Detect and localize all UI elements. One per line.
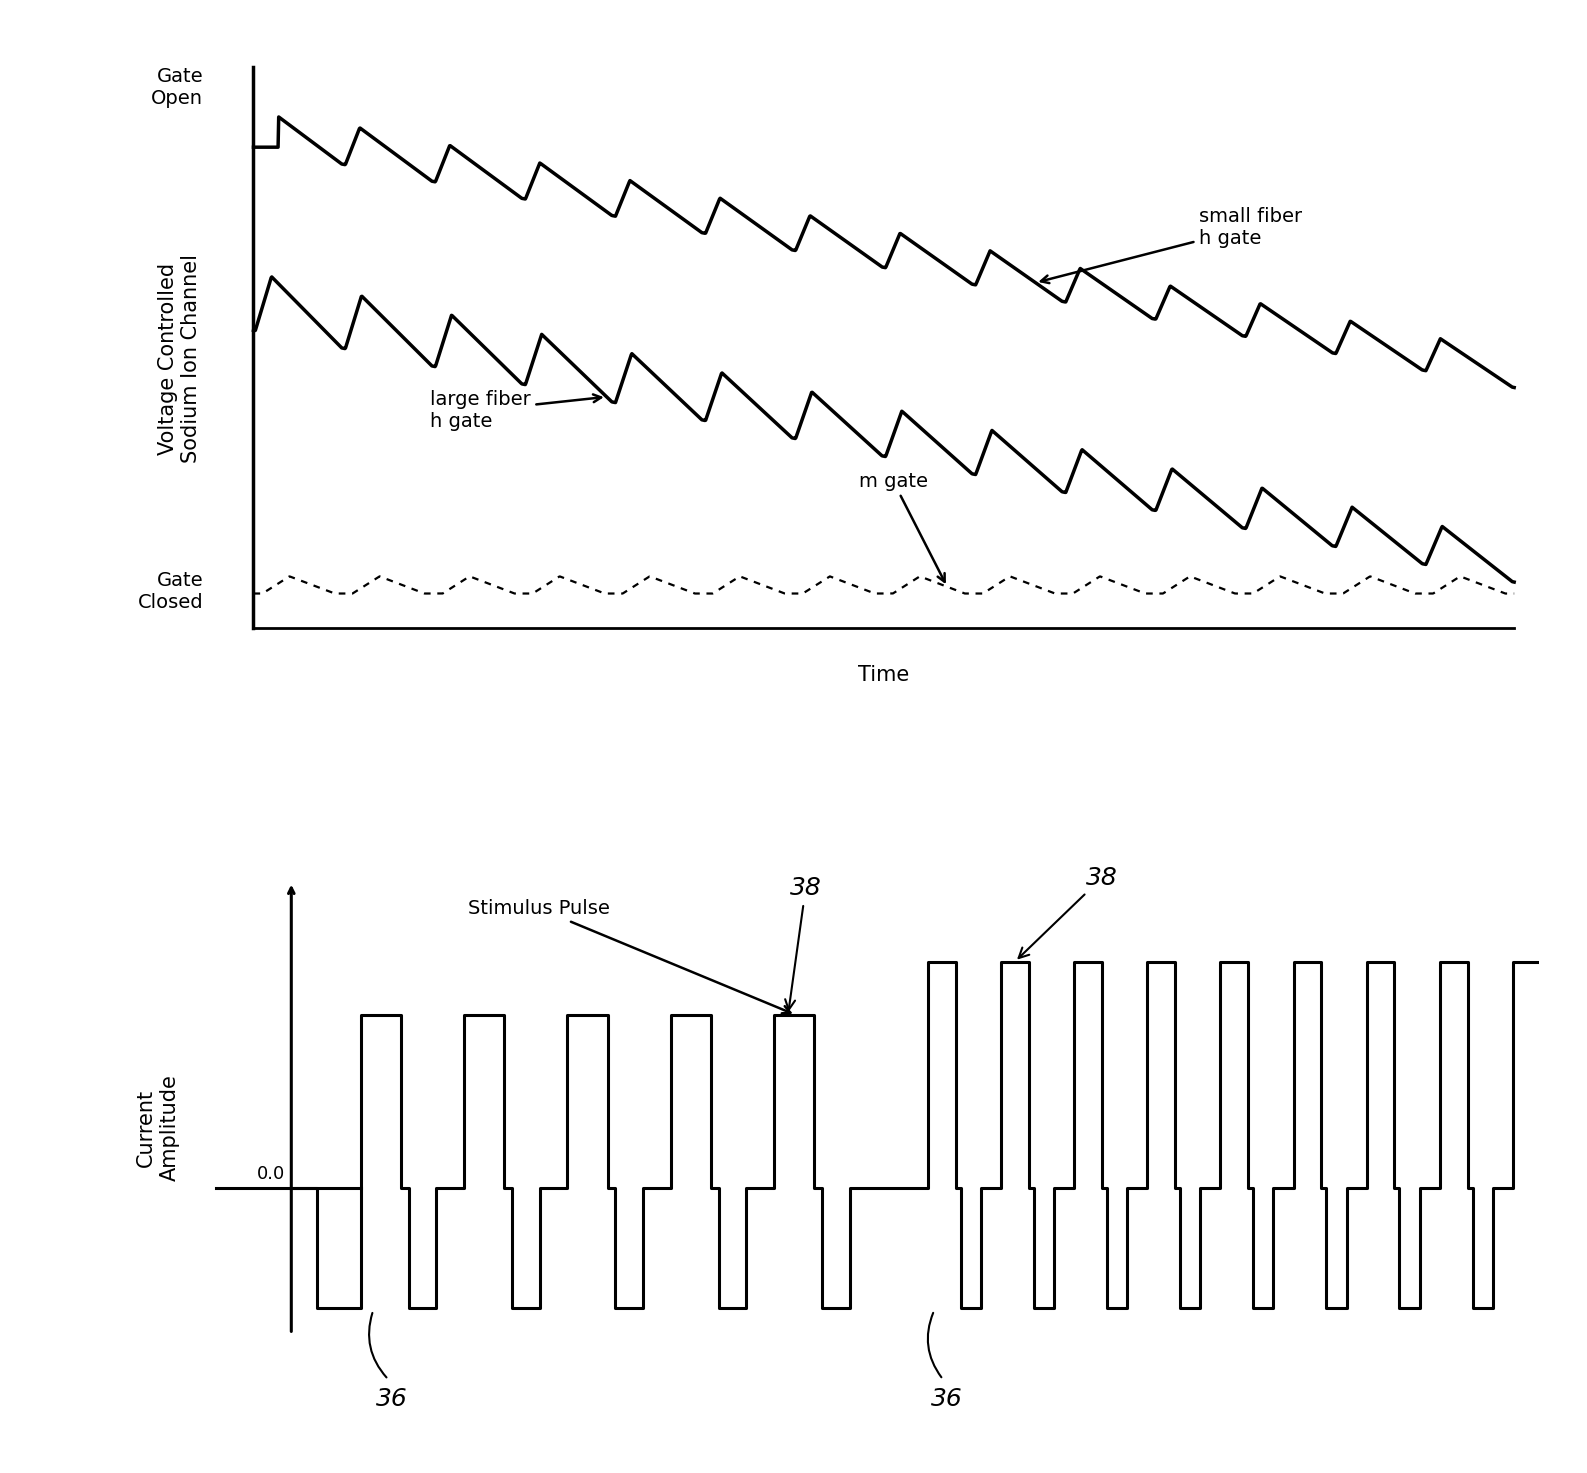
- Text: 38: 38: [786, 876, 822, 1010]
- Text: Stimulus Pulse: Stimulus Pulse: [468, 899, 790, 1013]
- Text: Gate
Open: Gate Open: [151, 68, 203, 108]
- Y-axis label: Current
Amplitude: Current Amplitude: [136, 1074, 179, 1181]
- Text: small fiber
h gate: small fiber h gate: [1041, 206, 1301, 283]
- Text: 36: 36: [376, 1388, 408, 1411]
- Text: 38: 38: [1019, 866, 1117, 957]
- Text: m gate: m gate: [859, 471, 944, 582]
- Text: Time: Time: [859, 664, 909, 685]
- Text: 0.0: 0.0: [257, 1165, 286, 1183]
- Text: large fiber
h gate: large fiber h gate: [430, 390, 601, 432]
- Y-axis label: Voltage Controlled
Sodium Ion Channel: Voltage Controlled Sodium Ion Channel: [157, 255, 202, 464]
- Text: 36: 36: [932, 1388, 963, 1411]
- Text: Gate
Closed: Gate Closed: [138, 570, 203, 611]
